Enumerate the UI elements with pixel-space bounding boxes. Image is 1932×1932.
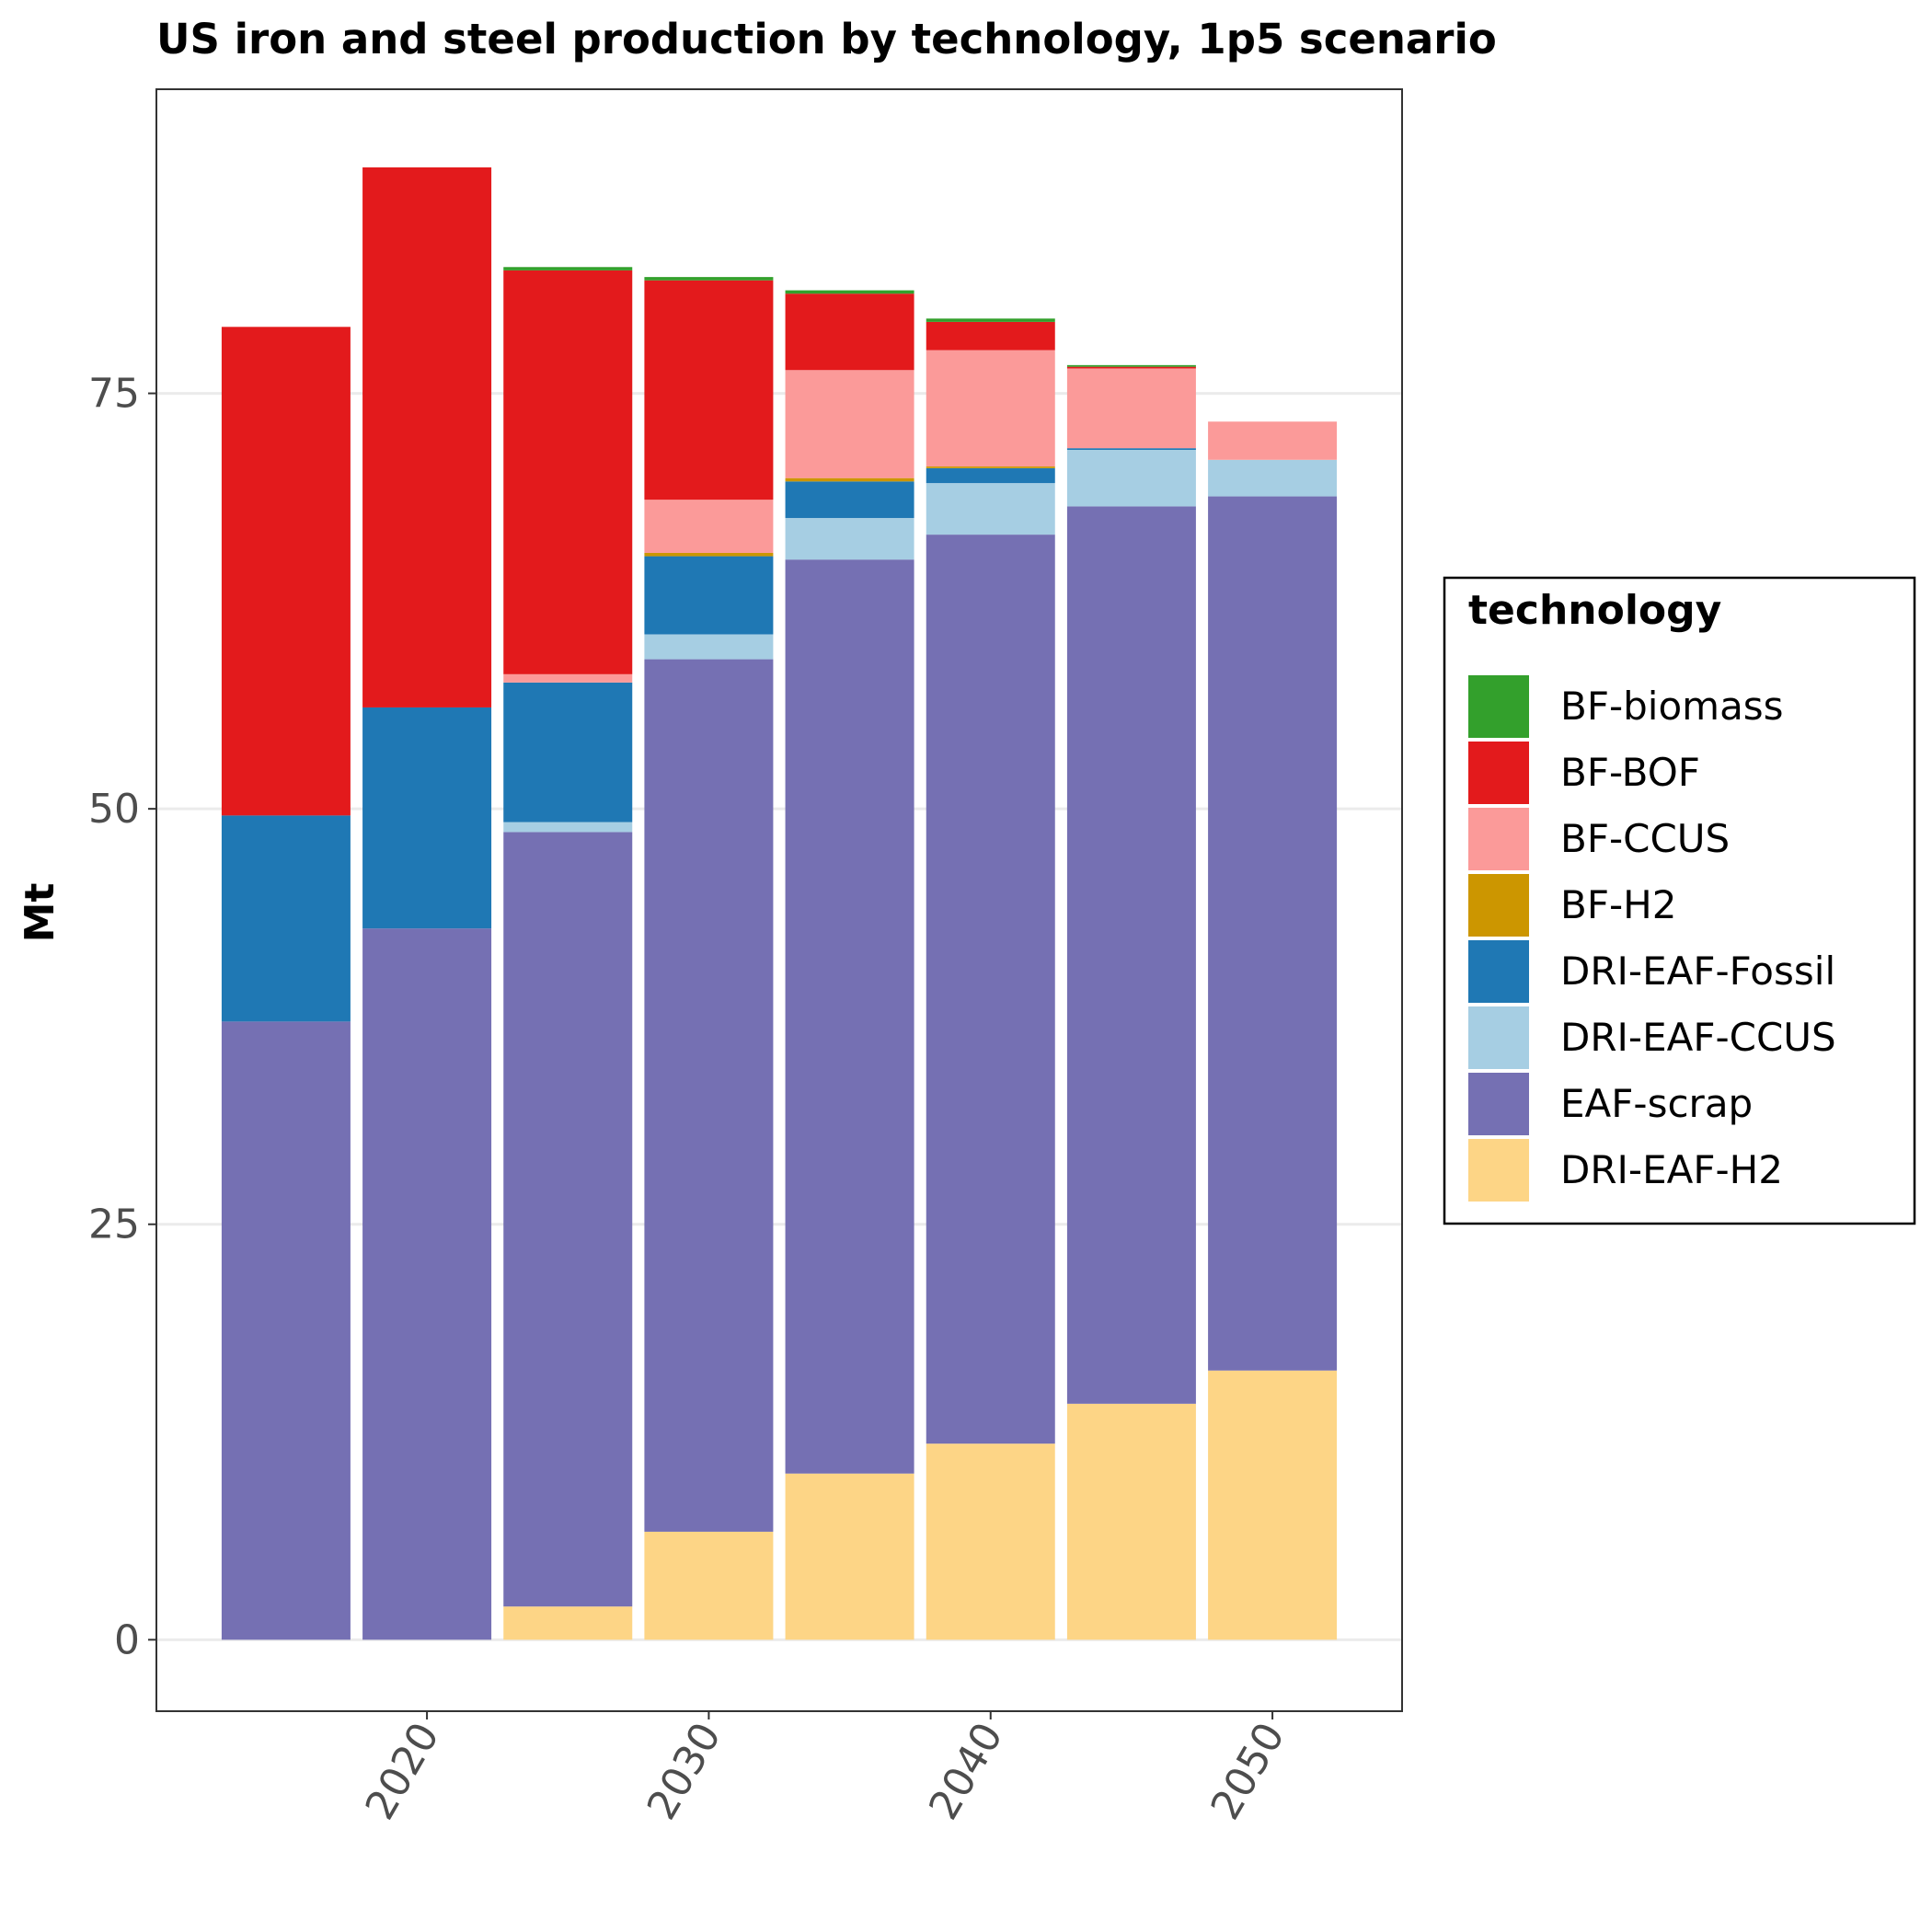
bar-segment-bf-biomass-2045 [1066,364,1196,367]
legend-key-dri-eaf-fossil [1468,940,1529,1003]
legend-label-dri-eaf-h2: DRI-EAF-H2 [1560,1147,1783,1192]
legend-key-bf-ccus [1468,808,1529,870]
bar-segment-dri-eaf-fossil-2045 [1066,448,1196,450]
bar-segment-dri-eaf-ccus-2025 [503,822,633,833]
x-tick-label: 2030 [638,1715,730,1827]
bar-segment-dri-eaf-h2-2045 [1066,1403,1196,1640]
legend-label-bf-h2: BF-H2 [1560,882,1676,927]
y-tick-label: 25 [88,1202,140,1248]
bar-segment-dri-eaf-fossil-2030 [644,556,774,635]
bar-segment-bf-ccus-2050 [1208,421,1338,460]
y-tick-label: 0 [114,1616,140,1663]
legend-label-dri-eaf-ccus: DRI-EAF-CCUS [1560,1015,1836,1060]
chart-title: US iron and steel production by technolo… [156,15,1497,63]
legend: technology BF-biomass BF-BOF BF-CCUS BF-H2 DR… [1443,576,1916,1225]
legend-key-dri-eaf-ccus [1468,1006,1529,1069]
bar-segment-bf-bof-2030 [644,280,774,500]
legend-key-bf-biomass [1468,675,1529,738]
bar-segment-bf-biomass-2035 [785,290,914,294]
bar-segment-eaf-scrap-2035 [785,559,914,1474]
bar-segment-bf-bof-2040 [926,321,1055,351]
y-tick-label: 50 [88,786,140,833]
bar-segment-bf-ccus-2045 [1066,368,1196,449]
bar-segment-bf-bof-2015 [221,327,351,816]
legend-key-dri-eaf-h2 [1468,1139,1529,1202]
legend-key-bf-h2 [1468,874,1529,937]
bar-segment-dri-eaf-fossil-2040 [926,467,1055,484]
legend-label-bf-biomass: BF-biomass [1560,684,1784,729]
bar-segment-bf-biomass-2025 [503,267,633,270]
legend-key-bf-bof [1468,742,1529,804]
bar-segment-bf-ccus-2035 [785,370,914,478]
bar-segment-bf-ccus-2025 [503,673,633,683]
bar-segment-dri-eaf-h2-2050 [1208,1370,1338,1640]
bar-segment-eaf-scrap-2040 [926,535,1055,1444]
bar-segment-bf-ccus-2040 [926,350,1055,467]
bar-segment-dri-eaf-h2-2035 [785,1473,914,1640]
legend-label-dri-eaf-fossil: DRI-EAF-Fossil [1560,949,1835,994]
bar-segment-dri-eaf-fossil-2025 [503,682,633,822]
bar-segment-dri-eaf-ccus-2050 [1208,459,1338,497]
x-tick-label: 2020 [356,1715,448,1827]
bar-segment-dri-eaf-ccus-2040 [926,483,1055,535]
bar-segment-bf-biomass-2040 [926,318,1055,322]
legend-label-bf-ccus: BF-CCUS [1560,816,1730,861]
bar-segment-bf-bof-2025 [503,270,633,674]
bar-segment-bf-h2-2035 [785,477,914,482]
bar-segment-eaf-scrap-2045 [1066,506,1196,1404]
bar-segment-eaf-scrap-2030 [644,659,774,1532]
bar-segment-eaf-scrap-2020 [362,928,492,1640]
bar-segment-bf-bof-2045 [1066,366,1196,369]
bar-segment-dri-eaf-ccus-2035 [785,518,914,560]
bar-segment-bf-h2-2040 [926,466,1055,468]
bar-segment-bf-ccus-2030 [644,500,774,553]
y-axis-label: Mt [17,883,63,943]
bar-segment-bf-h2-2030 [644,552,774,557]
bar-segment-dri-eaf-ccus-2030 [644,634,774,660]
bar-segment-dri-eaf-h2-2040 [926,1443,1055,1640]
bar-segment-bf-bof-2020 [362,167,492,707]
bar-segment-eaf-scrap-2050 [1208,496,1338,1371]
bar-segment-dri-eaf-ccus-2045 [1066,449,1196,507]
bar-segment-dri-eaf-fossil-2015 [221,815,351,1022]
legend-label-bf-bof: BF-BOF [1560,750,1700,795]
y-tick-label: 75 [88,371,140,418]
bar-segment-dri-eaf-h2-2030 [644,1531,774,1640]
bar-segment-dri-eaf-fossil-2020 [362,707,492,929]
x-tick-label: 2040 [920,1715,1012,1827]
bar-segment-bf-bof-2035 [785,293,914,371]
bar-segment-dri-eaf-fossil-2035 [785,481,914,519]
bar-segment-eaf-scrap-2015 [221,1021,351,1640]
plot-area: 0 25 50 75 2020 2030 2040 2050 [88,88,1403,1827]
legend-key-eaf-scrap [1468,1073,1529,1135]
bar-segment-dri-eaf-h2-2025 [503,1606,633,1640]
plot-border [155,88,1403,1712]
bar-segment-eaf-scrap-2025 [503,832,633,1607]
bar-segment-bf-biomass-2030 [644,277,774,281]
legend-label-eaf-scrap: EAF-scrap [1560,1081,1753,1126]
legend-title: technology [1468,587,1721,634]
x-tick-label: 2050 [1202,1715,1294,1827]
